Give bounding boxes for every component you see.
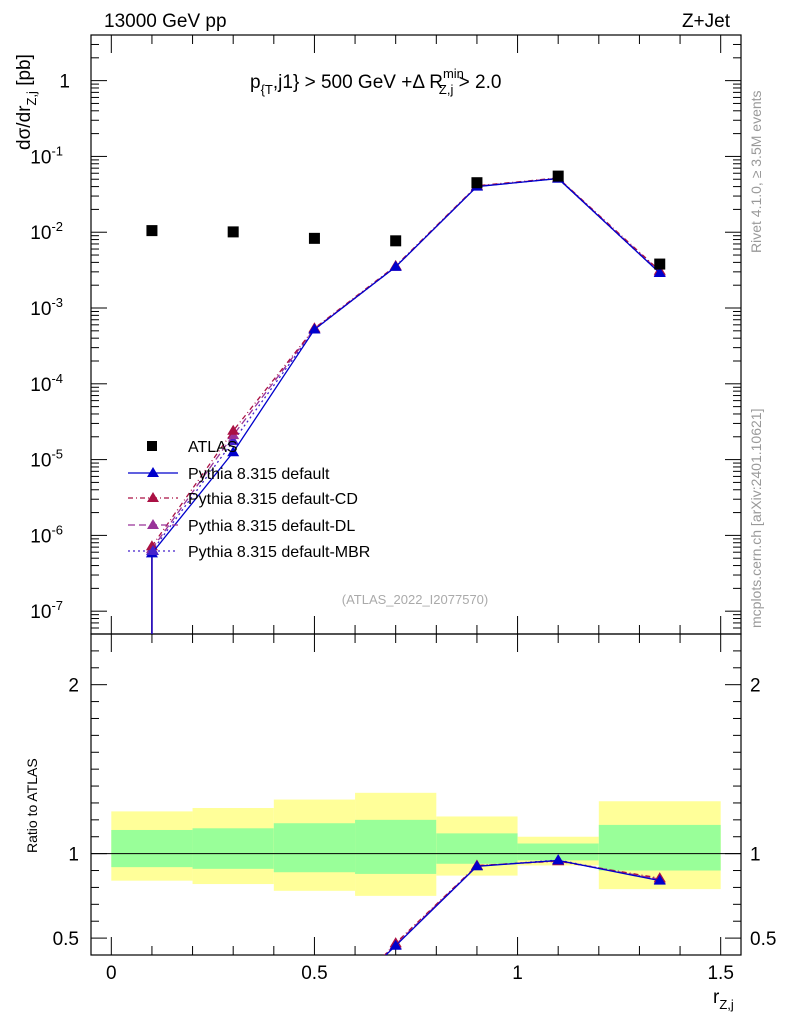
x-tick-label: 1.5 (707, 963, 733, 984)
series-marker-2 (145, 540, 158, 551)
header-process: Z+Jet (682, 11, 731, 32)
rivet-label: Rivet 4.1.0, ≥ 3.5M events (748, 90, 764, 253)
legend-marker-atlas (147, 441, 157, 451)
ratio-band-inner (111, 829, 193, 868)
legend-marker-dl (147, 519, 159, 529)
y-axis-label-main: dσ/drZ,j [pb] (14, 54, 39, 150)
y-tick-label: 10-2 (30, 219, 63, 244)
legend-label-dl: Pythia 8.315 default-DL (188, 518, 355, 535)
ratio-y-tick-label-left: 2 (68, 676, 79, 697)
y-tick-label: 1 (59, 72, 70, 93)
legend-label-mbr: Pythia 8.315 default-MBR (188, 544, 370, 561)
legend-label-default: Pythia 8.315 default (188, 466, 330, 483)
ratio-band-inner (517, 843, 599, 861)
main-series-group (145, 170, 666, 634)
x-tick-label: 1 (512, 963, 523, 984)
atlas-data-point (552, 170, 564, 182)
ratio-marker-0 (470, 860, 483, 871)
ratio-band-inner (355, 819, 437, 874)
ratio-marker-0 (552, 854, 565, 865)
ratio-y-tick-label-right: 0.5 (750, 929, 776, 950)
y-tick-label: 10-5 (30, 447, 63, 472)
cut-sup: min (443, 66, 464, 81)
atlas-data-point (308, 232, 320, 244)
ratio-y-tick-label-right: 2 (750, 676, 761, 697)
ratio-y-tick-label-left: 0.5 (53, 929, 79, 950)
legend-label-cd: Pythia 8.315 default-CD (188, 491, 358, 508)
series-marker-2 (227, 424, 240, 435)
ratio-band-inner (436, 833, 518, 864)
cut-end: > 2.0 (453, 72, 501, 93)
ratio-panel-border (90, 633, 742, 956)
y-tick-label: 10-4 (30, 371, 63, 396)
legend-label-atlas: ATLAS (188, 439, 238, 456)
ratio-band-inner (273, 823, 356, 873)
legend-marker-cd (147, 492, 159, 502)
cut-sub2: Z,j (439, 82, 454, 97)
ratio-uncertainty-bands (111, 792, 721, 896)
ratio-y-tick-label-right: 1 (750, 845, 761, 866)
y-tick-label: 10-1 (30, 143, 63, 168)
cut-p: p (250, 72, 261, 93)
mcplots-label: mcplots.cern.ch [arXiv:2401.10621] (748, 409, 764, 628)
x-axis-label: rZ,j (713, 987, 734, 1012)
x-tick-label: 0 (106, 963, 117, 984)
series-marker-1 (308, 323, 321, 334)
cut-label: p{T,j1} > 500 GeV +Δ Rmin Z,j > 2.0 (250, 66, 501, 97)
series-marker-1 (389, 260, 402, 271)
series-marker-1 (653, 266, 666, 277)
cut-mid: ,j1} > 500 GeV +Δ R (273, 72, 443, 93)
ratio-series-group (383, 854, 666, 955)
y-axis-label-ratio: Ratio to ATLAS (24, 758, 40, 853)
header-energy: 13000 GeV pp (104, 11, 227, 32)
y-tick-label: 10-6 (30, 522, 63, 547)
ratio-panel-frame: 0.5 0.5 1 1 2 2 0 0.5 1 1.5 (53, 633, 776, 984)
ratio-marker-0 (389, 939, 402, 950)
analysis-watermark: (ATLAS_2022_I2077570) (342, 592, 488, 607)
ratio-marker-0 (653, 874, 666, 885)
y-tick-label: 10-3 (30, 295, 63, 320)
atlas-data-point (471, 177, 483, 189)
main-panel-frame: 10-7 10-6 10-5 10-4 10-3 10-2 10-1 1 (30, 34, 742, 635)
series-marker-1 (227, 446, 240, 457)
cut-p-sub: {T (261, 82, 273, 97)
ratio-band-inner (192, 828, 274, 869)
ratio-y-tick-label-left: 1 (68, 845, 79, 866)
ratio-band-inner (598, 824, 721, 871)
atlas-data-point (654, 258, 666, 270)
atlas-data-point (146, 225, 158, 237)
legend-marker-default (147, 467, 159, 477)
atlas-data-point (227, 226, 239, 238)
legend: ATLAS Pythia 8.315 default Pythia 8.315 … (128, 439, 370, 561)
y-tick-label: 10-7 (30, 598, 63, 623)
legend-marker-mbr (147, 545, 159, 555)
x-tick-label: 0.5 (301, 963, 327, 984)
series-marker-4 (227, 435, 240, 446)
atlas-data-point (390, 235, 402, 247)
